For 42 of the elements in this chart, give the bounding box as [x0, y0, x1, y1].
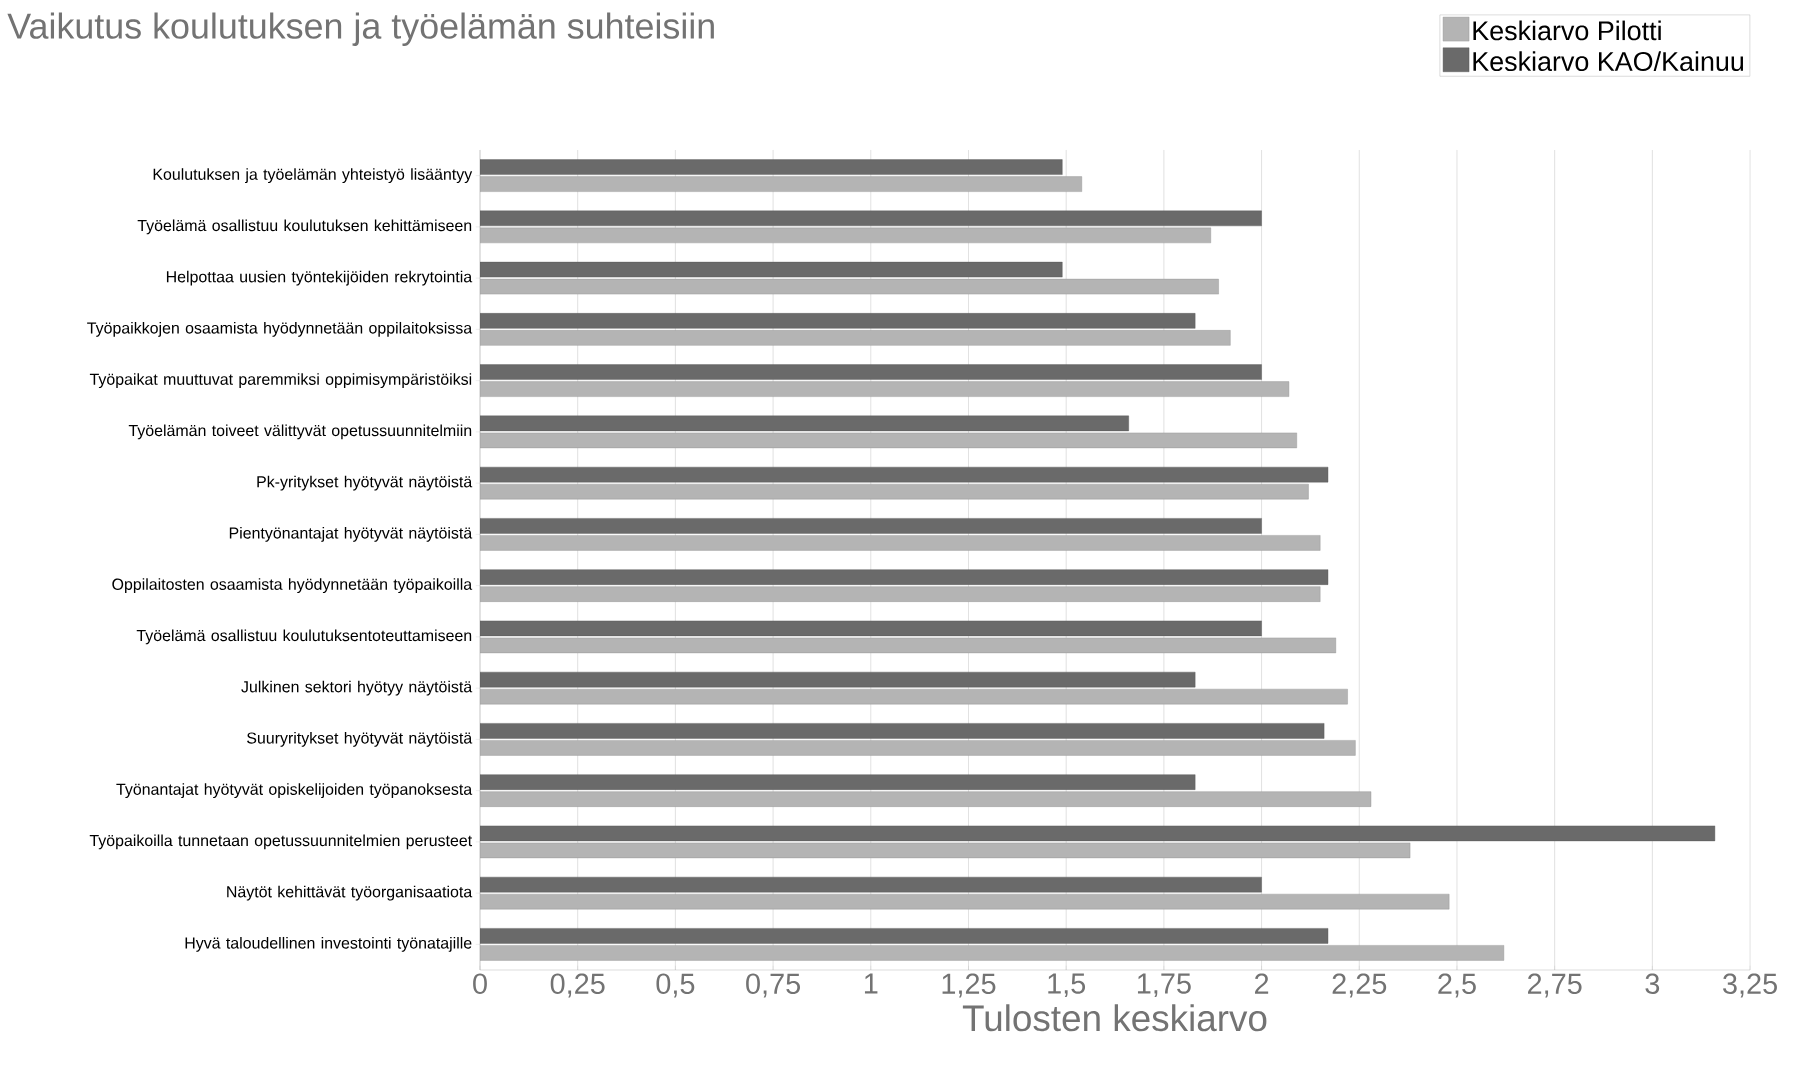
bar: [480, 518, 1262, 534]
x-tick-label: 1,75: [1137, 973, 1191, 998]
y-tick-label: Työnantajat hyötyvät opiskelijoiden työpanoksesta: [116, 783, 473, 799]
x-tick-label: 2,5: [1438, 973, 1476, 998]
y-tick-label: Suuryritykset hyötyvät näytöistä: [247, 731, 473, 747]
x-tick-label: 3: [1645, 973, 1660, 994]
x-tick-label: 0,5: [656, 973, 695, 998]
legend-label: Keskiarvo Pilotti: [1473, 20, 1661, 41]
x-tick-label: 2,25: [1332, 973, 1387, 998]
bar: [480, 313, 1196, 329]
y-tick-label: Helpottaa uusien työntekijöiden rekrytointia: [166, 270, 473, 286]
x-tick-label: 1,5: [1048, 973, 1086, 998]
bar: [480, 723, 1325, 739]
bar: [480, 364, 1262, 380]
y-tick-label: Pientyönantajat hyötyvät näytöistä: [229, 526, 473, 542]
chart-title: Vaikutus koulutuksen ja työelämän suhteisiin: [7, 12, 714, 46]
legend-label: Keskiarvo KAO/Kainuu: [1473, 51, 1744, 72]
y-tick-label: Työpaikkojen osaamista hyödynnetään oppilaitoksissa: [87, 321, 473, 337]
y-tick-label: Koulutuksen ja työelämän yhteistyö lisääntyy: [153, 168, 473, 184]
x-tick-label: 1: [864, 973, 878, 994]
y-tick-label: Työelämän toiveet välittyvät opetussuunnitelmiin: [128, 424, 472, 440]
x-tick-label: 2,75: [1528, 973, 1582, 998]
x-tick-label: 0,25: [550, 973, 605, 998]
y-tick-label: Julkinen sektori hyötyy näytöistä: [241, 680, 473, 696]
x-tick-label: 2: [1255, 973, 1269, 994]
bar: [480, 774, 1196, 790]
bar: [480, 569, 1329, 585]
x-tick-label: 3,25: [1723, 973, 1777, 998]
x-tick-label: 0,75: [746, 973, 800, 998]
y-tick-label: Oppilaitosten osaamista hyödynnetään työpaikoilla: [112, 578, 473, 594]
bar: [480, 159, 1063, 175]
bar: [480, 928, 1329, 944]
y-tick-label: Näytöt kehittävät työorganisaatiota: [227, 885, 473, 901]
y-tick-label: Työpaikat muuttuvat paremmiksi oppimisympäristöiksi: [89, 373, 472, 389]
y-tick-label: Työelämä osallistuu koulutuksen kehittämiseen: [137, 219, 472, 235]
x-tick-label: 0: [473, 973, 487, 994]
y-tick-label: Hyvä taloudellinen investointi työnatajille: [185, 936, 472, 952]
x-axis-title: Tulosten keskiarvo: [962, 1004, 1267, 1032]
x-tick-label: 1,25: [942, 973, 996, 998]
y-tick-label: Pk-yritykset hyötyvät näytöistä: [257, 475, 473, 491]
y-tick-label: Työelämä osallistuu koulutuksentoteuttamiseen: [136, 629, 472, 645]
y-tick-label: Työpaikoilla tunnetaan opetussuunnitelmien perusteet: [89, 834, 473, 850]
